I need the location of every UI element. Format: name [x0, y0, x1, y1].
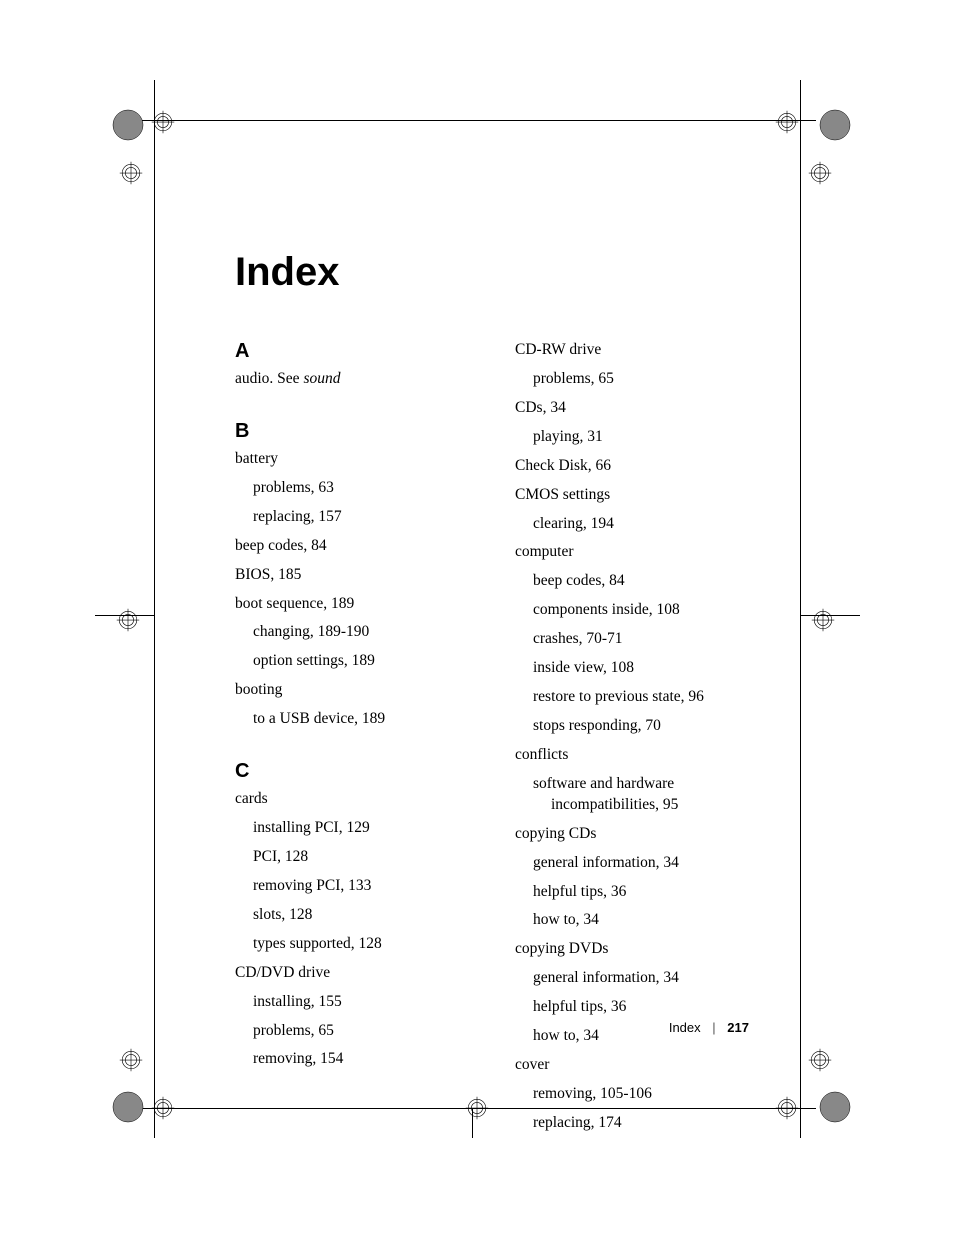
- entry-booting: booting: [235, 680, 475, 701]
- letter-A: A: [235, 340, 475, 363]
- tick-tr-v: [800, 80, 801, 105]
- entry-boot-option: option settings, 189: [235, 651, 475, 672]
- reg-mark-bl-target2: [106, 1035, 156, 1085]
- entry-copycd: copying CDs: [515, 824, 755, 845]
- entry-copycd-gen: general information, 34: [515, 853, 755, 874]
- entry-comp-stop: stops responding, 70: [515, 716, 755, 737]
- tick-br-v: [800, 1108, 801, 1138]
- entry-cards-install: installing PCI, 129: [235, 818, 475, 839]
- footer-page-number: 217: [727, 1020, 749, 1035]
- entry-boot: boot sequence, 189: [235, 594, 475, 615]
- entry-beep: beep codes, 84: [235, 536, 475, 557]
- reg-mark-tr-target2: [795, 148, 845, 198]
- tick-bl-v: [154, 1108, 155, 1138]
- tick-ml: [95, 615, 155, 616]
- rule-top: [138, 120, 816, 121]
- entry-conflicts-sw2: incompatibilities, 95: [515, 795, 755, 816]
- entry-boot-changing: changing, 189-190: [235, 622, 475, 643]
- entry-copydvd-gen: general information, 34: [515, 968, 755, 989]
- entry-cds-playing: playing, 31: [515, 427, 755, 448]
- reg-mark-bl-target: [138, 1083, 188, 1133]
- entry-cards-pci: PCI, 128: [235, 847, 475, 868]
- entry-audio: audio. See sound: [235, 369, 475, 390]
- page-title: Index: [235, 250, 755, 295]
- entry-cards-remove: removing PCI, 133: [235, 876, 475, 897]
- entry-copycd-tips: helpful tips, 36: [515, 882, 755, 903]
- entry-comp-restore: restore to previous state, 96: [515, 687, 755, 708]
- entry-copydvd: copying DVDs: [515, 939, 755, 960]
- entry-copydvd-tips: helpful tips, 36: [515, 997, 755, 1018]
- entry-cds: CDs, 34: [515, 398, 755, 419]
- entry-cmos-clear: clearing, 194: [515, 514, 755, 535]
- entry-comp-beep: beep codes, 84: [515, 571, 755, 592]
- reg-mark-mr-target: [798, 595, 848, 645]
- entry-cdrw-problems: problems, 65: [515, 369, 755, 390]
- tick-mr: [800, 615, 860, 616]
- entry-battery-problems: problems, 63: [235, 478, 475, 499]
- entry-cover-replace: replacing, 174: [515, 1113, 755, 1134]
- entry-cards-types: types supported, 128: [235, 934, 475, 955]
- entry-cddvd-remove: removing, 154: [235, 1049, 475, 1070]
- entry-cover: cover: [515, 1055, 755, 1076]
- reg-mark-tr-target: [762, 97, 812, 147]
- reg-mark-tl-target2: [106, 148, 156, 198]
- entry-booting-usb: to a USB device, 189: [235, 709, 475, 730]
- entry-conflicts-sw1: software and hardware: [515, 774, 755, 795]
- entry-cards: cards: [235, 789, 475, 810]
- entry-battery-replacing: replacing, 157: [235, 507, 475, 528]
- entry-cmos: CMOS settings: [515, 485, 755, 506]
- footer-sep: |: [712, 1020, 715, 1035]
- entry-comp-crash: crashes, 70-71: [515, 629, 755, 650]
- reg-mark-br-target2: [795, 1035, 845, 1085]
- entry-bios: BIOS, 185: [235, 565, 475, 586]
- reg-mark-br-target: [762, 1083, 812, 1133]
- reg-mark-tl-target: [138, 97, 188, 147]
- group-A: A audio. See sound: [235, 340, 475, 390]
- group-C: C cards installing PCI, 129 PCI, 128 rem…: [235, 760, 475, 1070]
- letter-C: C: [235, 760, 475, 783]
- entry-audio-text: audio. See: [235, 370, 303, 387]
- entry-checkdisk: Check Disk, 66: [515, 456, 755, 477]
- entry-battery: battery: [235, 449, 475, 470]
- rule-left: [154, 104, 155, 1124]
- column-left: A audio. See sound B battery problems, 6…: [235, 340, 475, 1142]
- entry-cddvd-problems: problems, 65: [235, 1021, 475, 1042]
- tick-tl-v: [154, 80, 155, 105]
- entry-comp-comp: components inside, 108: [515, 600, 755, 621]
- entry-copycd-how: how to, 34: [515, 910, 755, 931]
- entry-conflicts: conflicts: [515, 745, 755, 766]
- entry-cover-remove: removing, 105-106: [515, 1084, 755, 1105]
- page-footer: Index | 217: [669, 1020, 749, 1035]
- footer-label: Index: [669, 1020, 701, 1035]
- entry-comp-inside: inside view, 108: [515, 658, 755, 679]
- entry-cddvd-install: installing, 155: [235, 992, 475, 1013]
- entry-computer: computer: [515, 542, 755, 563]
- entry-cdrw: CD-RW drive: [515, 340, 755, 361]
- group-B: B battery problems, 63 replacing, 157 be…: [235, 420, 475, 730]
- entry-cddvd: CD/DVD drive: [235, 963, 475, 984]
- page-content: Index A audio. See sound B battery probl…: [235, 250, 755, 1142]
- entry-audio-see: sound: [303, 370, 340, 387]
- letter-B: B: [235, 420, 475, 443]
- reg-mark-ml-target: [103, 595, 153, 645]
- entry-cards-slots: slots, 128: [235, 905, 475, 926]
